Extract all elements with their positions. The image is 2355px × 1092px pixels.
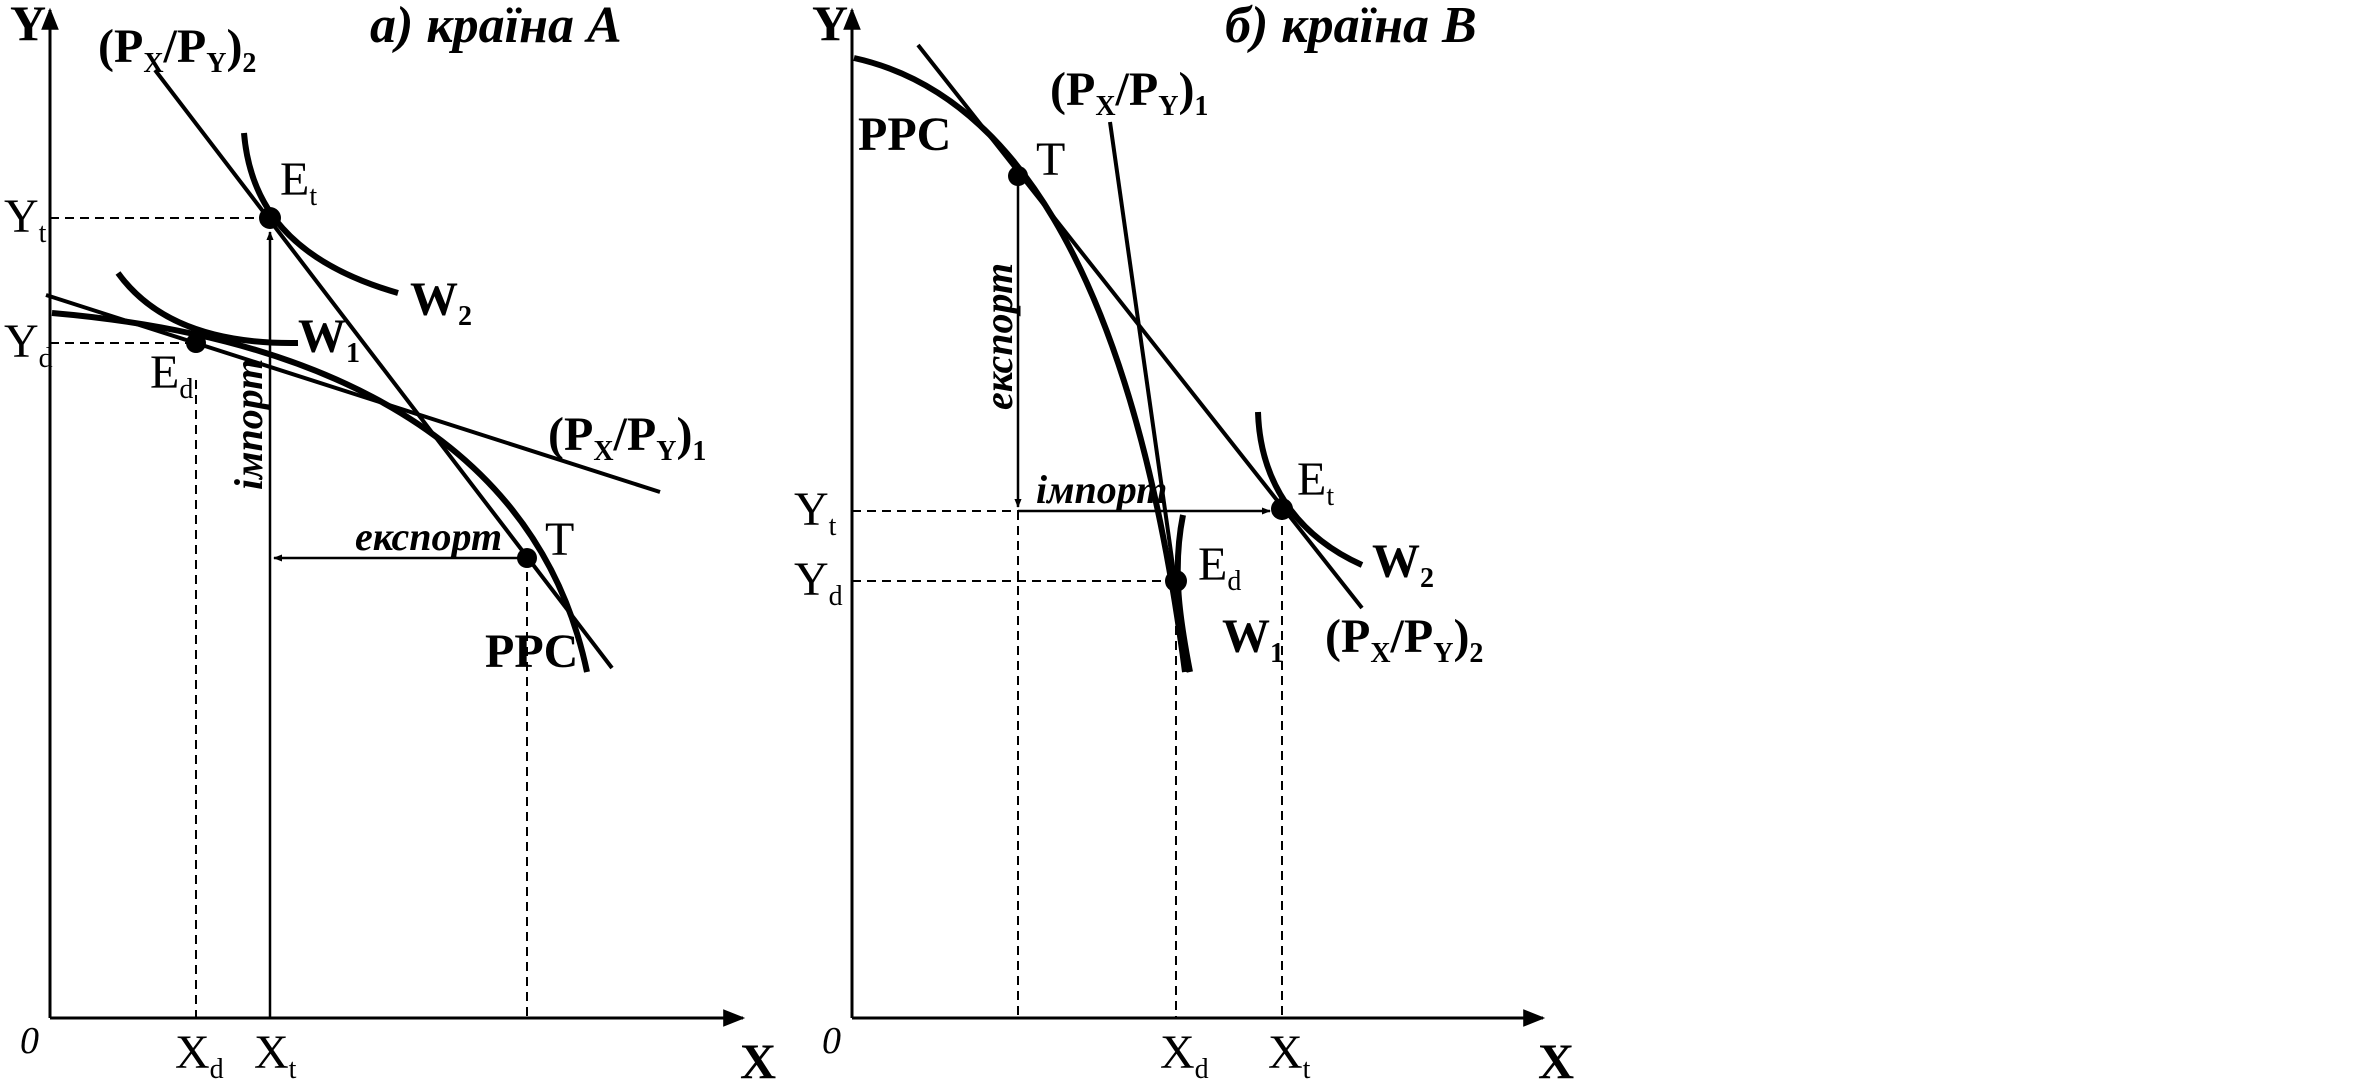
panel-a-origin: 0 bbox=[20, 1020, 39, 1062]
panel-a-x-axis-label: X bbox=[740, 1033, 776, 1087]
panel-a-ed-label: Ed bbox=[150, 346, 193, 405]
panel-b-t-label: T bbox=[1036, 133, 1065, 186]
panel-b-et-label: Et bbox=[1297, 453, 1334, 512]
panel-b-price-line-2-label: (PX/PY)2 bbox=[1325, 610, 1483, 669]
panel-b-yd-tick: Yd bbox=[794, 553, 843, 612]
panel-b-xd-tick: Xd bbox=[1160, 1026, 1209, 1085]
panel-a-ed-point bbox=[186, 333, 206, 353]
panel-b-t-point bbox=[1008, 166, 1028, 186]
panel-b-xt-tick: Xt bbox=[1268, 1026, 1311, 1085]
panel-a-t-label: T bbox=[545, 513, 574, 566]
panel-a-w2-curve bbox=[241, 132, 399, 296]
panel-a-yt-tick: Yt bbox=[4, 190, 47, 249]
panel-a-title: а) країна А bbox=[370, 0, 622, 54]
panel-a-xt-tick: Xt bbox=[254, 1026, 297, 1085]
panel-b-export-label: експорт bbox=[976, 263, 1021, 410]
panel-b-et-point bbox=[1271, 498, 1293, 520]
panel-a-price-line-2 bbox=[153, 68, 614, 670]
panel-a: Y X 0 а) країна А Et Ed T Yt Yd Xd Xt bbox=[4, 0, 776, 1089]
panel-b-w1-label: W1 bbox=[1222, 610, 1284, 669]
panel-b-w1-curve bbox=[1174, 514, 1193, 673]
panel-a-price-line-2-label: (PX/PY)2 bbox=[98, 20, 256, 79]
panel-a-ppc-label: PPC bbox=[485, 625, 578, 678]
panel-b-yt-tick: Yt bbox=[794, 483, 837, 542]
panel-a-et-point bbox=[259, 207, 281, 229]
panel-b-ppc-label: PPC bbox=[858, 108, 951, 161]
panel-b-y-axis-label: Y bbox=[812, 0, 848, 51]
panel-a-ppc-curve bbox=[51, 310, 590, 673]
panel-a-w1-curve bbox=[115, 271, 299, 347]
panel-b-w2-label: W2 bbox=[1372, 535, 1434, 594]
panel-b-import-label: імпорт bbox=[1036, 467, 1167, 512]
panel-b-title: б) країна В bbox=[1225, 0, 1477, 54]
panel-b-price-line-1-label: (PX/PY)1 bbox=[1050, 63, 1208, 122]
panel-a-t-point bbox=[517, 548, 537, 568]
panel-a-w1-label: W1 bbox=[298, 310, 360, 369]
panel-b: Y X 0 б) країна В T Et Ed Yt Yd Xd Xt bbox=[794, 0, 1574, 1089]
panel-a-xd-tick: Xd bbox=[175, 1026, 224, 1085]
panel-a-et-label: Et bbox=[280, 153, 317, 212]
panel-b-origin: 0 bbox=[822, 1020, 841, 1062]
panel-a-export-label: експорт bbox=[355, 514, 502, 559]
panel-a-price-line-1-label: (PX/PY)1 bbox=[548, 408, 706, 467]
panel-b-x-axis-label: X bbox=[1538, 1033, 1574, 1087]
panel-a-w2-label: W2 bbox=[410, 273, 472, 332]
panel-b-ed-label: Ed bbox=[1198, 538, 1241, 597]
panel-a-import-label: імпорт bbox=[226, 359, 271, 490]
panel-b-ppc-curve bbox=[853, 55, 1188, 673]
panel-a-y-axis-label: Y bbox=[10, 0, 46, 51]
panel-b-ed-point bbox=[1165, 570, 1187, 592]
panel-a-yd-tick: Yd bbox=[4, 315, 53, 374]
